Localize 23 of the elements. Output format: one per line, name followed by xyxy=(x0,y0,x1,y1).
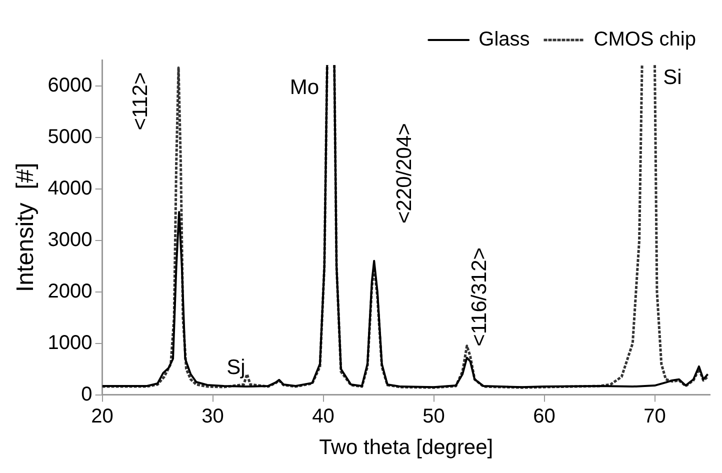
y-tick-label: 4000 xyxy=(48,177,92,200)
y-axis-title: Intensity [#] xyxy=(12,162,40,292)
annotation: <220/204> xyxy=(392,123,416,224)
x-tick-label: 70 xyxy=(644,405,666,428)
y-tick-label: 6000 xyxy=(48,74,92,96)
x-tick-label: 50 xyxy=(422,405,445,428)
x-tick-label: 40 xyxy=(312,405,334,428)
annotation: Si xyxy=(663,66,682,89)
y-tick-label: 2000 xyxy=(48,280,92,302)
x-tick-label: 60 xyxy=(533,405,556,428)
y-tick-label: 5000 xyxy=(48,126,92,148)
x-tick-label: 20 xyxy=(91,405,114,428)
legend-label: CMOS chip xyxy=(594,28,696,51)
annotation: Sj xyxy=(226,356,246,379)
annotation: Mo xyxy=(290,76,320,100)
y-tick-label: 3000 xyxy=(48,228,92,251)
annotation: <116/312> xyxy=(468,247,491,346)
x-axis-title: Two theta [degree] xyxy=(319,436,494,460)
legend-label: Glass xyxy=(478,28,530,51)
y-tick-label: 1000 xyxy=(48,332,92,354)
y-tick-label: 0 xyxy=(81,383,92,406)
x-tick-label: 30 xyxy=(202,405,224,428)
annotation: <112> xyxy=(128,72,152,130)
